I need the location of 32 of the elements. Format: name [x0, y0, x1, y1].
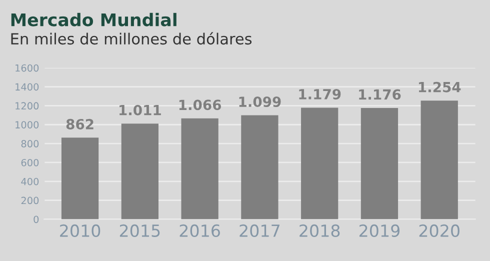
data-label: 1.179 — [299, 88, 341, 100]
bar — [61, 138, 99, 220]
bar — [360, 108, 398, 220]
y-tick-label: 400 — [21, 178, 39, 186]
bar — [181, 118, 218, 220]
data-label: 1.066 — [179, 100, 222, 110]
x-tick-label: 2016 — [180, 224, 220, 237]
data-label: 862 — [66, 118, 94, 130]
bar — [301, 108, 338, 220]
bar — [241, 115, 278, 220]
data-label: 1.176 — [359, 89, 401, 100]
data-label: 1.099 — [239, 96, 281, 108]
x-tick-label: 2019 — [359, 224, 400, 237]
bar — [121, 124, 158, 220]
x-tick-label: 2017 — [240, 224, 280, 237]
y-tick-label: 1600 — [16, 64, 39, 72]
x-tick-label: 2020 — [419, 224, 460, 237]
y-tick-label: 0 — [34, 216, 39, 224]
chart-title: Mercado Mundial — [11, 12, 176, 26]
chart-subtitle: En miles de millones de dólares — [11, 32, 252, 45]
x-tick-label: 2010 — [60, 224, 100, 237]
y-tick-label: 600 — [21, 158, 39, 166]
x-tick-label: 2015 — [120, 224, 160, 237]
data-label: 1.254 — [418, 82, 461, 92]
y-tick-label: 200 — [21, 196, 39, 204]
y-tick-label: 800 — [21, 140, 39, 148]
y-tick-label: 1200 — [16, 102, 39, 110]
y-tick-label: 1000 — [16, 121, 39, 128]
y-tick-label: 1400 — [16, 83, 39, 91]
data-label: 1.011 — [120, 104, 161, 116]
x-tick-label: 2018 — [300, 224, 340, 237]
bar — [420, 100, 458, 220]
